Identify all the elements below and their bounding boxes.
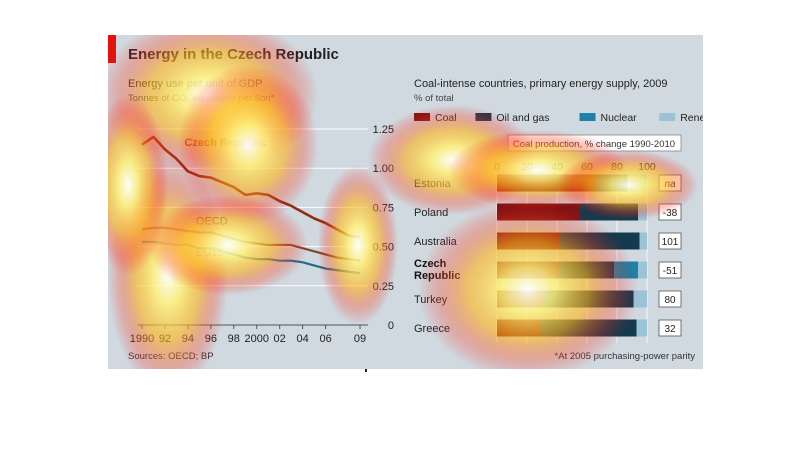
x-tick-label: 04 <box>297 333 309 345</box>
x-tick-label: 60 <box>581 161 593 173</box>
bar-segment-renewable <box>627 174 647 192</box>
coal-change-box <box>658 232 682 250</box>
bar-segment-coal <box>497 261 559 279</box>
x-tick-label: 2000 <box>244 333 268 345</box>
x-tick-label: 80 <box>611 161 623 173</box>
x-tick-label: 40 <box>551 161 563 173</box>
bar-segment-renewable <box>638 261 647 279</box>
bar-segment-coal <box>497 290 544 308</box>
coal-change-value: 80 <box>664 295 676 306</box>
legend-label: Coal <box>435 112 457 124</box>
legend-swatch <box>579 113 596 121</box>
stray-mark <box>365 369 367 372</box>
category-label: Estonia <box>414 178 452 190</box>
x-tick-label: 0 <box>494 161 500 173</box>
bar-chart: Coal Oil and gas Nuclear Renewable Coal pro… <box>414 112 703 343</box>
category-label: Czech <box>414 258 447 270</box>
bar-segment-oil-and-gas <box>560 232 640 250</box>
bar-segment-coal <box>497 232 560 250</box>
bar-chart-subtitle: % of total <box>414 93 454 104</box>
legend-swatch <box>659 113 676 121</box>
coal-change-box <box>658 261 682 279</box>
coal-change-value: 32 <box>664 324 676 335</box>
x-tick-label: 20 <box>521 161 533 173</box>
bar-segment-renewable <box>639 232 647 250</box>
chart-figure: Energy in the Czech Republic Energy use … <box>108 35 703 369</box>
category-label: Republic <box>414 270 460 282</box>
x-tick-label: 06 <box>319 333 331 345</box>
category-label: Greece <box>414 323 450 335</box>
legend-label: Nuclear <box>601 112 638 124</box>
coal-change-value: 101 <box>662 237 679 248</box>
coal-change-value: -38 <box>663 208 678 219</box>
category-label: Turkey <box>414 294 448 306</box>
bar-segment-nuclear <box>614 261 638 279</box>
bar-segment-coal <box>497 203 580 221</box>
legend-swatch <box>414 113 430 121</box>
x-tick-label: 02 <box>274 333 286 345</box>
bar-segment-oil-and-gas <box>543 290 634 308</box>
coal-change-value: -51 <box>663 266 678 277</box>
bar-chart-title: Coal-intense countries, primary energy s… <box>414 78 668 90</box>
coal-change-box <box>658 290 682 308</box>
sources-note: Sources: OECD; BP <box>128 351 214 362</box>
bar-segment-renewable <box>636 319 647 337</box>
x-tick-label: 09 <box>354 333 366 345</box>
bar-segment-oil-and-gas <box>594 174 628 192</box>
bar-segment-oil-and-gas <box>540 319 637 337</box>
bar-segment-renewable <box>638 203 647 221</box>
category-label: Poland <box>414 207 448 219</box>
coal-change-box <box>658 319 682 337</box>
footnote: *At 2005 purchasing-power parity <box>554 351 695 362</box>
x-tick-label: 98 <box>228 333 240 345</box>
bar-segment-coal <box>497 174 595 192</box>
legend-label: Renewable <box>680 112 703 124</box>
bar-segment-coal <box>497 319 541 337</box>
bar-segment-oil-and-gas <box>558 261 614 279</box>
legend-label: Oil and gas <box>496 112 549 124</box>
category-label: Australia <box>414 236 458 248</box>
y-tick-label: 0 <box>388 320 394 332</box>
bar-segment-renewable <box>633 290 647 308</box>
bar-segment-oil-and-gas <box>579 203 638 221</box>
coal-change-value: na <box>664 179 676 190</box>
side-column-title: Coal production, % change 1990-2010 <box>513 139 675 150</box>
legend-swatch <box>475 113 492 121</box>
x-tick-label: 100 <box>638 161 656 173</box>
